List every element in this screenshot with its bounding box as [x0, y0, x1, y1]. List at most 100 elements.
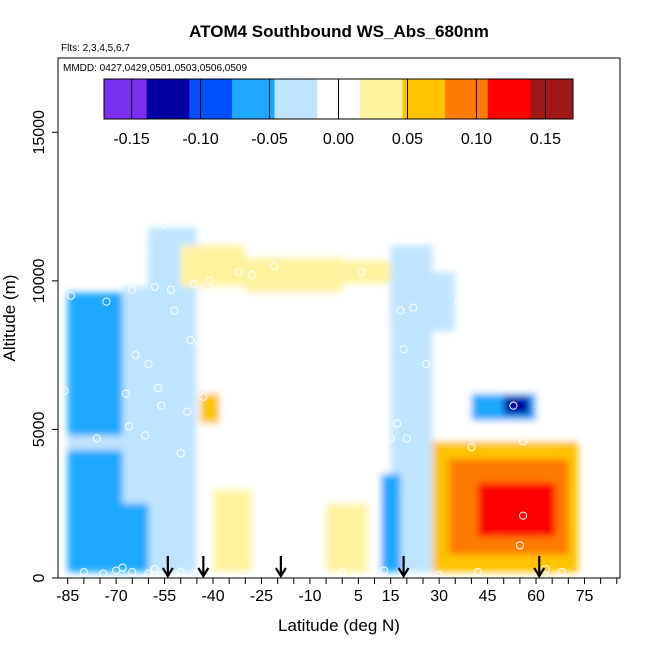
heatmap-cell-24: [380, 474, 401, 573]
colorbar-swatch-9: [487, 79, 531, 119]
observation-point-69: [99, 569, 108, 578]
observation-point-21: [186, 336, 195, 345]
observation-point-51: [454, 297, 463, 306]
observation-point-3: [102, 297, 111, 306]
observation-point-68: [79, 567, 88, 577]
observation-point-55: [493, 276, 502, 285]
observation-point-70: [112, 566, 121, 575]
observation-point-45: [399, 345, 408, 354]
y-tick-label-1: 5000: [31, 412, 48, 448]
observation-point-10: [137, 247, 147, 256]
x-tick-label-10: 60: [527, 588, 545, 605]
observation-point-76: [192, 569, 201, 578]
observation-point-25: [205, 276, 214, 285]
x-tick-label-2: -55: [153, 588, 176, 605]
observation-point-72: [128, 567, 137, 577]
heatmap-cell-23: [326, 503, 369, 573]
observation-point-64: [541, 279, 550, 288]
observation-point-65: [557, 368, 566, 378]
heatmap-cell-11: [342, 260, 391, 284]
observation-point-15: [157, 401, 166, 410]
observation-point-35: [299, 354, 308, 363]
observation-point-9: [131, 351, 140, 360]
observation-point-50: [444, 413, 453, 422]
heatmap-cell-14: [200, 393, 220, 424]
x-tick-label-1: -70: [105, 588, 128, 605]
mmdd-label: MMDD: 0427,0429,0501,0503,0506,0509: [63, 63, 247, 74]
colorbar-swatch-3: [231, 79, 276, 119]
observation-point-57: [509, 401, 518, 410]
heatmap-cell-13: [390, 271, 456, 332]
observation-point-27: [225, 398, 234, 407]
heatmap-field: [67, 221, 579, 573]
x-axis: -85 -70 -55 -40 -25 -10 5 15 30 45 60 75: [56, 578, 618, 605]
observation-point-59: [515, 330, 524, 339]
observation-point-32: [270, 261, 279, 271]
latitude-arrow-4: [533, 556, 546, 579]
heatmap-cell-10: [245, 257, 343, 293]
chart-title: ATOM4 Southbound WS_Abs_680nm: [189, 22, 489, 41]
x-tick-label-9: 45: [479, 588, 497, 605]
observation-point-84: [515, 541, 524, 550]
observation-point-36: [312, 226, 321, 235]
observation-point-18: [170, 306, 179, 315]
observation-point-77: [241, 569, 250, 578]
observation-point-42: [386, 434, 395, 443]
observation-point-71: [118, 563, 127, 572]
colorbar-swatch-1: [146, 79, 190, 119]
observation-point-6: [121, 389, 130, 398]
observation-point-31: [260, 452, 269, 461]
observation-point-24: [199, 392, 208, 401]
latitude-arrow-1: [197, 556, 210, 579]
observation-point-62: [528, 276, 537, 285]
latitude-arrow-3: [397, 556, 410, 579]
observation-point-52: [460, 401, 470, 410]
observation-point-16: [160, 220, 169, 229]
observation-point-13: [150, 282, 159, 291]
observation-point-1: [66, 291, 76, 300]
colorbar-swatch-4: [274, 79, 318, 119]
observation-point-2: [92, 434, 101, 443]
colorbar-tick-label-2: -0.05: [251, 131, 288, 148]
observation-point-58: [509, 300, 518, 309]
x-axis-label: Latitude (deg N): [278, 616, 400, 635]
observation-point-30: [257, 401, 266, 410]
observation-point-46: [402, 434, 411, 443]
observation-point-17: [166, 285, 176, 294]
observation-point-28: [234, 267, 243, 277]
latitude-arrows: [161, 556, 546, 579]
observation-point-26: [215, 294, 224, 303]
x-tick-label-7: 15: [382, 588, 400, 605]
x-tick-label-4: -25: [250, 588, 273, 605]
observation-point-53: [467, 443, 476, 452]
colorbar-tick-label-4: 0.05: [392, 131, 423, 148]
heatmap-cell-18: [67, 435, 155, 451]
heatmap-cell-25: [109, 503, 149, 573]
observation-point-14: [154, 383, 163, 392]
observation-point-66: [567, 371, 576, 381]
observation-point-79: [289, 567, 298, 577]
observation-point-20: [183, 407, 192, 416]
colorbar-tick-label-0: -0.15: [113, 131, 150, 148]
x-tick-label-8: 30: [430, 588, 448, 605]
heatmap-cell-21: [477, 482, 556, 537]
observation-point-5: [118, 276, 127, 285]
x-tick-label-0: -85: [56, 588, 79, 605]
observation-point-23: [196, 339, 205, 348]
observation-point-60: [515, 377, 524, 386]
observation-point-48: [422, 359, 431, 369]
observation-point-33: [276, 208, 285, 217]
observation-point-80: [338, 567, 347, 577]
colorbar-swatch-7: [402, 79, 446, 119]
observation-point-7: [124, 422, 134, 431]
y-axis: 0 5000 10000 15000: [31, 110, 58, 582]
colorbar-tick-label-3: 0.00: [323, 131, 354, 148]
observation-point-54: [480, 276, 489, 285]
observation-point-75: [176, 567, 185, 577]
heatmap-cell-15: [141, 393, 181, 424]
observation-point-29: [247, 270, 256, 280]
observation-point-74: [150, 564, 159, 574]
observation-point-8: [128, 285, 137, 294]
colorbar: -0.15 -0.10 -0.05 0.00 0.05 0.10 0.15: [103, 78, 574, 148]
